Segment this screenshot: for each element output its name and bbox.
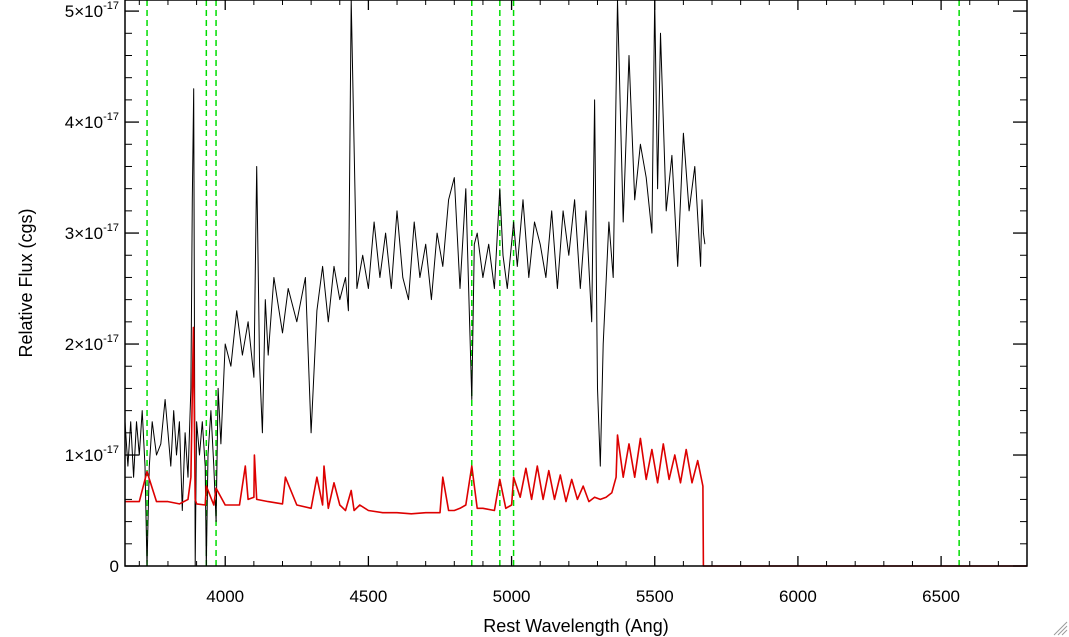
y-tick-label: 2×10-17: [65, 333, 119, 354]
y-axis-title: Relative Flux (cgs): [16, 208, 36, 357]
series-layer: [124, 0, 1027, 567]
series-line-1: [124, 0, 706, 567]
x-tick-label: 5000: [493, 587, 531, 606]
y-tick-label: 0: [110, 557, 119, 576]
y-tick-label: 5×10-17: [65, 0, 119, 21]
x-tick-label: 6000: [779, 587, 817, 606]
plot-frame: [124, 0, 1028, 567]
x-tick-label: 4000: [206, 587, 244, 606]
series-line-2: [125, 326, 1027, 567]
x-tick-label: 5500: [636, 587, 674, 606]
x-tick-label: 4500: [349, 587, 387, 606]
x-axis-title: Rest Wavelength (Ang): [483, 616, 668, 636]
axis-ticks: 4000 4500 5000 5500 6000 6500 0 1×10-17 2×10-17 3…: [65, 0, 1028, 606]
x-tick-label: 6500: [922, 587, 960, 606]
reference-lines: [146, 0, 960, 566]
resize-grip-icon[interactable]: [1053, 621, 1068, 636]
y-tick-label: 1×10-17: [65, 444, 119, 465]
y-tick-label: 3×10-17: [65, 222, 119, 243]
y-tick-label: 4×10-17: [65, 111, 119, 132]
